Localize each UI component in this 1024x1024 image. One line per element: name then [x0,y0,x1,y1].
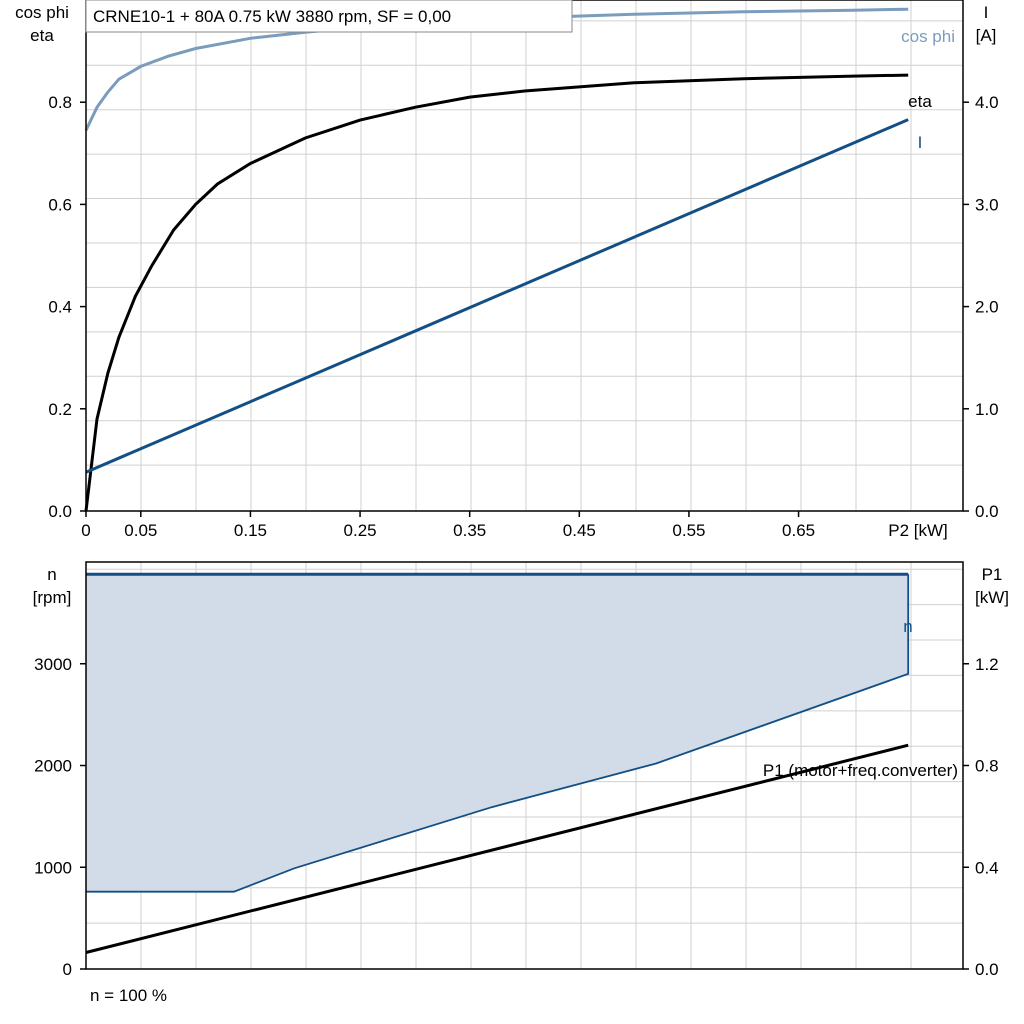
top-chart-grid [86,0,963,511]
top-chart-series [84,7,909,512]
speed-operating-area [86,574,909,892]
series-label-I: I [918,133,923,152]
bottom-chart-series [85,572,910,954]
y-tick-label-right: 0.4 [975,858,999,877]
chart-title-box [85,0,573,33]
y-axis-label-left: eta [30,26,54,45]
y-axis-label-left: [rpm] [33,588,72,607]
y-axis-label-right: [A] [976,26,997,45]
y-tick-label-left: 0 [63,960,72,979]
series-label-P1: P1 (motor+freq.converter) [763,761,958,780]
y-tick-label-left: 2000 [34,757,72,776]
y-axis-label-left: n [47,565,56,584]
x-tick-label: 0.55 [672,521,705,540]
y-tick-label-right: 1.2 [975,655,999,674]
y-axis-label-right: I [984,3,989,22]
series-line-cos-phi [84,7,909,131]
y-tick-label-left: 0.8 [48,93,72,112]
y-tick-label-right: 2.0 [975,298,999,317]
y-axis-label-right: [kW] [975,588,1009,607]
y-tick-label-left: 0.6 [48,195,72,214]
y-tick-label-left: 3000 [34,655,72,674]
footnote-speed: n = 100 % [90,986,167,1005]
x-tick-label: 0.05 [124,521,157,540]
series-label-n: n [903,617,912,636]
y-tick-label-left: 1000 [34,858,72,877]
y-axis-label-left: cos phi [15,3,69,22]
series-line-P1 [85,743,909,954]
y-tick-label-left: 0.2 [48,400,72,419]
x-tick-label: 0.15 [234,521,267,540]
x-tick-label: 0.35 [453,521,486,540]
y-axis-label-right: P1 [982,565,1003,584]
series-line-I [85,118,909,474]
top-chart-frame [85,0,964,512]
y-tick-label-right: 0.0 [975,960,999,979]
chart-labels: cos phi eta I [A] 0.0 0.2 0.4 0.6 0.8 0.0 1.0 2.0 3.… [15,0,1009,1005]
x-tick-label: 0.65 [782,521,815,540]
series-label-cos-phi: cos phi [901,27,955,46]
y-tick-label-left: 0.0 [48,502,72,521]
y-tick-label-right: 1.0 [975,400,999,419]
chart-title: CRNE10-1 + 80A 0.75 kW 3880 rpm, SF = 0,… [93,7,451,26]
x-axis-label: P2 [kW] [888,521,948,540]
y-tick-label-right: 0.8 [975,757,999,776]
y-tick-label-right: 3.0 [975,195,999,214]
y-tick-label-right: 0.0 [975,502,999,521]
x-tick-label: 0.25 [344,521,377,540]
y-tick-label-left: 0.4 [48,298,72,317]
series-line-eta [84,73,909,512]
y-tick-label-right: 4.0 [975,93,999,112]
series-label-eta: eta [908,92,932,111]
x-tick-label: 0 [81,521,90,540]
speed-lower-bound-line [86,574,910,893]
x-tick-label: 0.45 [563,521,596,540]
